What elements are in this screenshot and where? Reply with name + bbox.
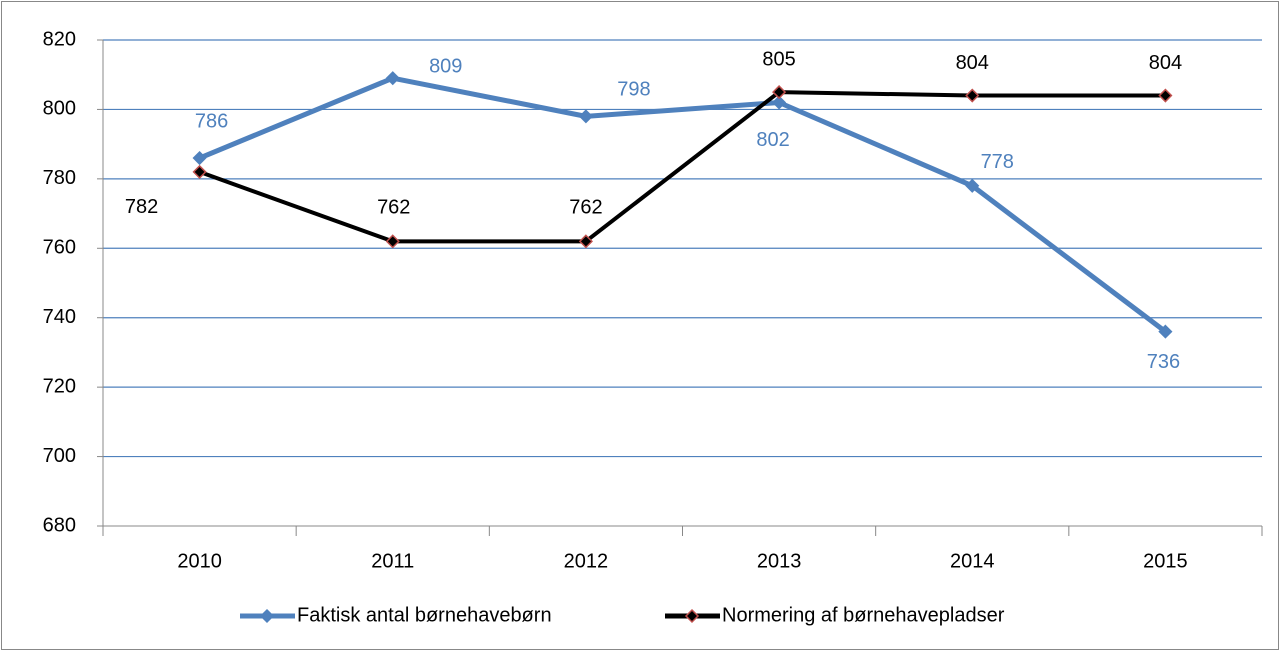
y-tick-label: 780 bbox=[43, 167, 76, 189]
legend-marker bbox=[259, 608, 275, 624]
x-tick-label: 2015 bbox=[1143, 550, 1188, 572]
marker bbox=[385, 71, 400, 86]
marker bbox=[192, 150, 207, 166]
x-tick-label: 2011 bbox=[371, 550, 414, 572]
y-tick-label: 760 bbox=[43, 237, 76, 259]
series-line bbox=[198, 75, 1167, 334]
y-tick-label: 800 bbox=[43, 98, 76, 120]
legend-marker bbox=[684, 608, 700, 624]
marker bbox=[192, 164, 207, 179]
marker bbox=[385, 234, 400, 249]
series-line bbox=[198, 90, 1166, 244]
marker bbox=[578, 234, 593, 249]
data-label: 809 bbox=[429, 55, 462, 77]
data-label: 805 bbox=[762, 48, 795, 70]
data-label: 804 bbox=[956, 52, 989, 74]
y-tick-label: 820 bbox=[43, 28, 76, 50]
x-tick-label: 2010 bbox=[177, 550, 222, 572]
marker bbox=[772, 95, 787, 110]
data-label: 736 bbox=[1147, 351, 1180, 373]
data-label: 786 bbox=[195, 110, 228, 132]
marker bbox=[772, 85, 787, 100]
legend-label: Faktisk antal børnehavebørn bbox=[297, 604, 552, 626]
marker bbox=[965, 88, 980, 103]
data-label: 778 bbox=[981, 151, 1014, 173]
y-tick-label: 680 bbox=[43, 514, 76, 536]
x-tick-label: 2014 bbox=[950, 550, 995, 572]
marker bbox=[578, 109, 593, 124]
marker bbox=[1158, 324, 1173, 339]
legend-label: Normering af børnehavepladser bbox=[722, 604, 1005, 626]
marker bbox=[965, 178, 980, 193]
data-label: 762 bbox=[569, 197, 602, 219]
data-label: 804 bbox=[1149, 52, 1182, 74]
data-label: 798 bbox=[617, 79, 650, 101]
data-label: 782 bbox=[125, 196, 158, 218]
y-tick-label: 720 bbox=[43, 375, 76, 397]
data-label: 802 bbox=[756, 129, 789, 151]
x-tick-label: 2012 bbox=[564, 550, 609, 572]
y-tick-label: 740 bbox=[43, 306, 76, 328]
data-label: 762 bbox=[377, 197, 410, 219]
x-tick-label: 2013 bbox=[757, 550, 802, 572]
marker bbox=[1158, 88, 1173, 103]
y-tick-label: 700 bbox=[43, 445, 76, 467]
